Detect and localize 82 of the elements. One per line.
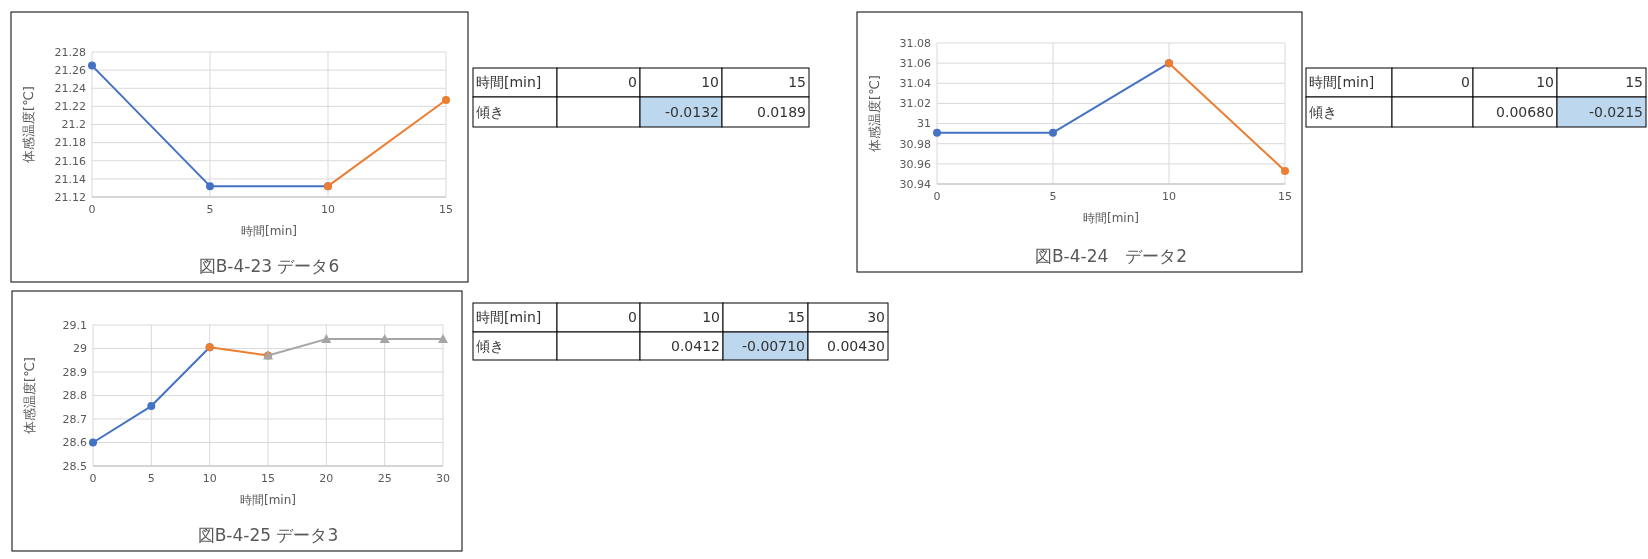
y-tick-label: 29.1	[62, 318, 87, 332]
text: 10	[701, 74, 719, 91]
point	[321, 334, 332, 344]
point	[1281, 166, 1289, 175]
text: 0.00430	[827, 337, 885, 354]
y-tick-label: 30.94	[899, 177, 931, 191]
text: 0.0189	[757, 103, 806, 120]
y-tick-label: 21.14	[54, 172, 86, 186]
text: 0.0412	[671, 337, 720, 354]
x-tick-label: 10	[321, 203, 335, 216]
point	[89, 438, 97, 447]
text: 0	[628, 74, 637, 91]
point	[147, 402, 156, 411]
x-tick-label: 15	[1278, 190, 1292, 203]
y-tick-label: 21.24	[54, 82, 86, 96]
y-tick-label: 21.12	[54, 190, 86, 204]
text: 図B-4-25 データ3	[197, 525, 339, 545]
x-tick-label: 0	[88, 203, 96, 216]
text: 時間[min]	[476, 74, 542, 91]
text: 0	[628, 309, 637, 326]
text: 15	[1625, 74, 1643, 91]
y-tick-label: 29	[73, 342, 87, 356]
y-tick-label: 30.96	[899, 157, 931, 171]
x-tick-label: 10	[1162, 190, 1176, 203]
text: 図B-4-24 データ2	[1034, 246, 1188, 266]
y-tick-label: 21.22	[54, 100, 86, 114]
x-axis-title: 時間[min]	[1083, 211, 1139, 225]
y-axis-title: 体感温度[℃]	[21, 86, 36, 163]
text: 時間[min]	[1309, 74, 1375, 91]
text: 図B-4-23 データ6	[198, 256, 340, 276]
text: 30	[867, 309, 885, 326]
x-tick-label: 5	[206, 203, 214, 216]
point	[206, 182, 214, 191]
x-tick-label: 15	[439, 203, 453, 216]
y-tick-label: 21.28	[54, 45, 86, 59]
y-tick-label: 21.26	[54, 63, 86, 77]
point	[1049, 128, 1057, 137]
y-tick-label: 31.06	[899, 56, 931, 70]
y-tick-label: 28.9	[62, 365, 87, 379]
x-tick-label: 0	[89, 472, 97, 485]
text: 0.00680	[1496, 103, 1554, 120]
y-axis-title: 体感温度[℃]	[867, 75, 882, 152]
y-tick-label: 21.18	[54, 136, 86, 150]
y-tick-label: 31.04	[899, 77, 931, 91]
y-tick-label: 31.08	[899, 36, 931, 50]
x-tick-label: 25	[377, 472, 392, 485]
y-tick-label: 31.02	[899, 97, 931, 111]
y-tick-label: 28.6	[62, 436, 87, 450]
y-tick-label: 28.7	[62, 412, 87, 426]
text: 時間[min]	[476, 309, 542, 326]
y-tick-label: 31	[917, 117, 931, 131]
point	[88, 61, 96, 70]
y-tick-label: 28.8	[62, 389, 87, 403]
point	[933, 128, 941, 137]
y-tick-label: 30.98	[899, 137, 931, 151]
x-axis-title: 時間[min]	[241, 224, 297, 238]
text: -0.0215	[1588, 103, 1643, 120]
x-tick-label: 0	[933, 190, 941, 203]
x-tick-label: 15	[261, 472, 275, 485]
x-tick-label: 5	[147, 472, 155, 485]
x-tick-label: 30	[436, 472, 450, 485]
text: -0.0132	[664, 103, 719, 120]
text: 0	[1461, 74, 1470, 91]
x-tick-label: 5	[1049, 190, 1057, 203]
text: 15	[788, 74, 806, 91]
point	[442, 96, 450, 105]
point	[438, 334, 448, 344]
x-axis-title: 時間[min]	[240, 493, 296, 507]
text: -0.00710	[742, 337, 805, 354]
y-axis-title: 体感温度[℃]	[22, 357, 37, 434]
y-tick-label: 21.16	[54, 154, 86, 168]
point	[379, 334, 390, 344]
text: 傾き	[1309, 103, 1337, 120]
text: 傾き	[476, 103, 504, 120]
text: 15	[787, 309, 805, 326]
text: 10	[702, 309, 720, 326]
y-tick-label: 21.2	[61, 118, 86, 132]
y-tick-label: 28.5	[62, 459, 87, 473]
x-tick-label: 20	[319, 472, 334, 485]
text: 傾き	[476, 337, 504, 354]
x-tick-label: 10	[202, 472, 217, 485]
text: 10	[1536, 74, 1554, 91]
